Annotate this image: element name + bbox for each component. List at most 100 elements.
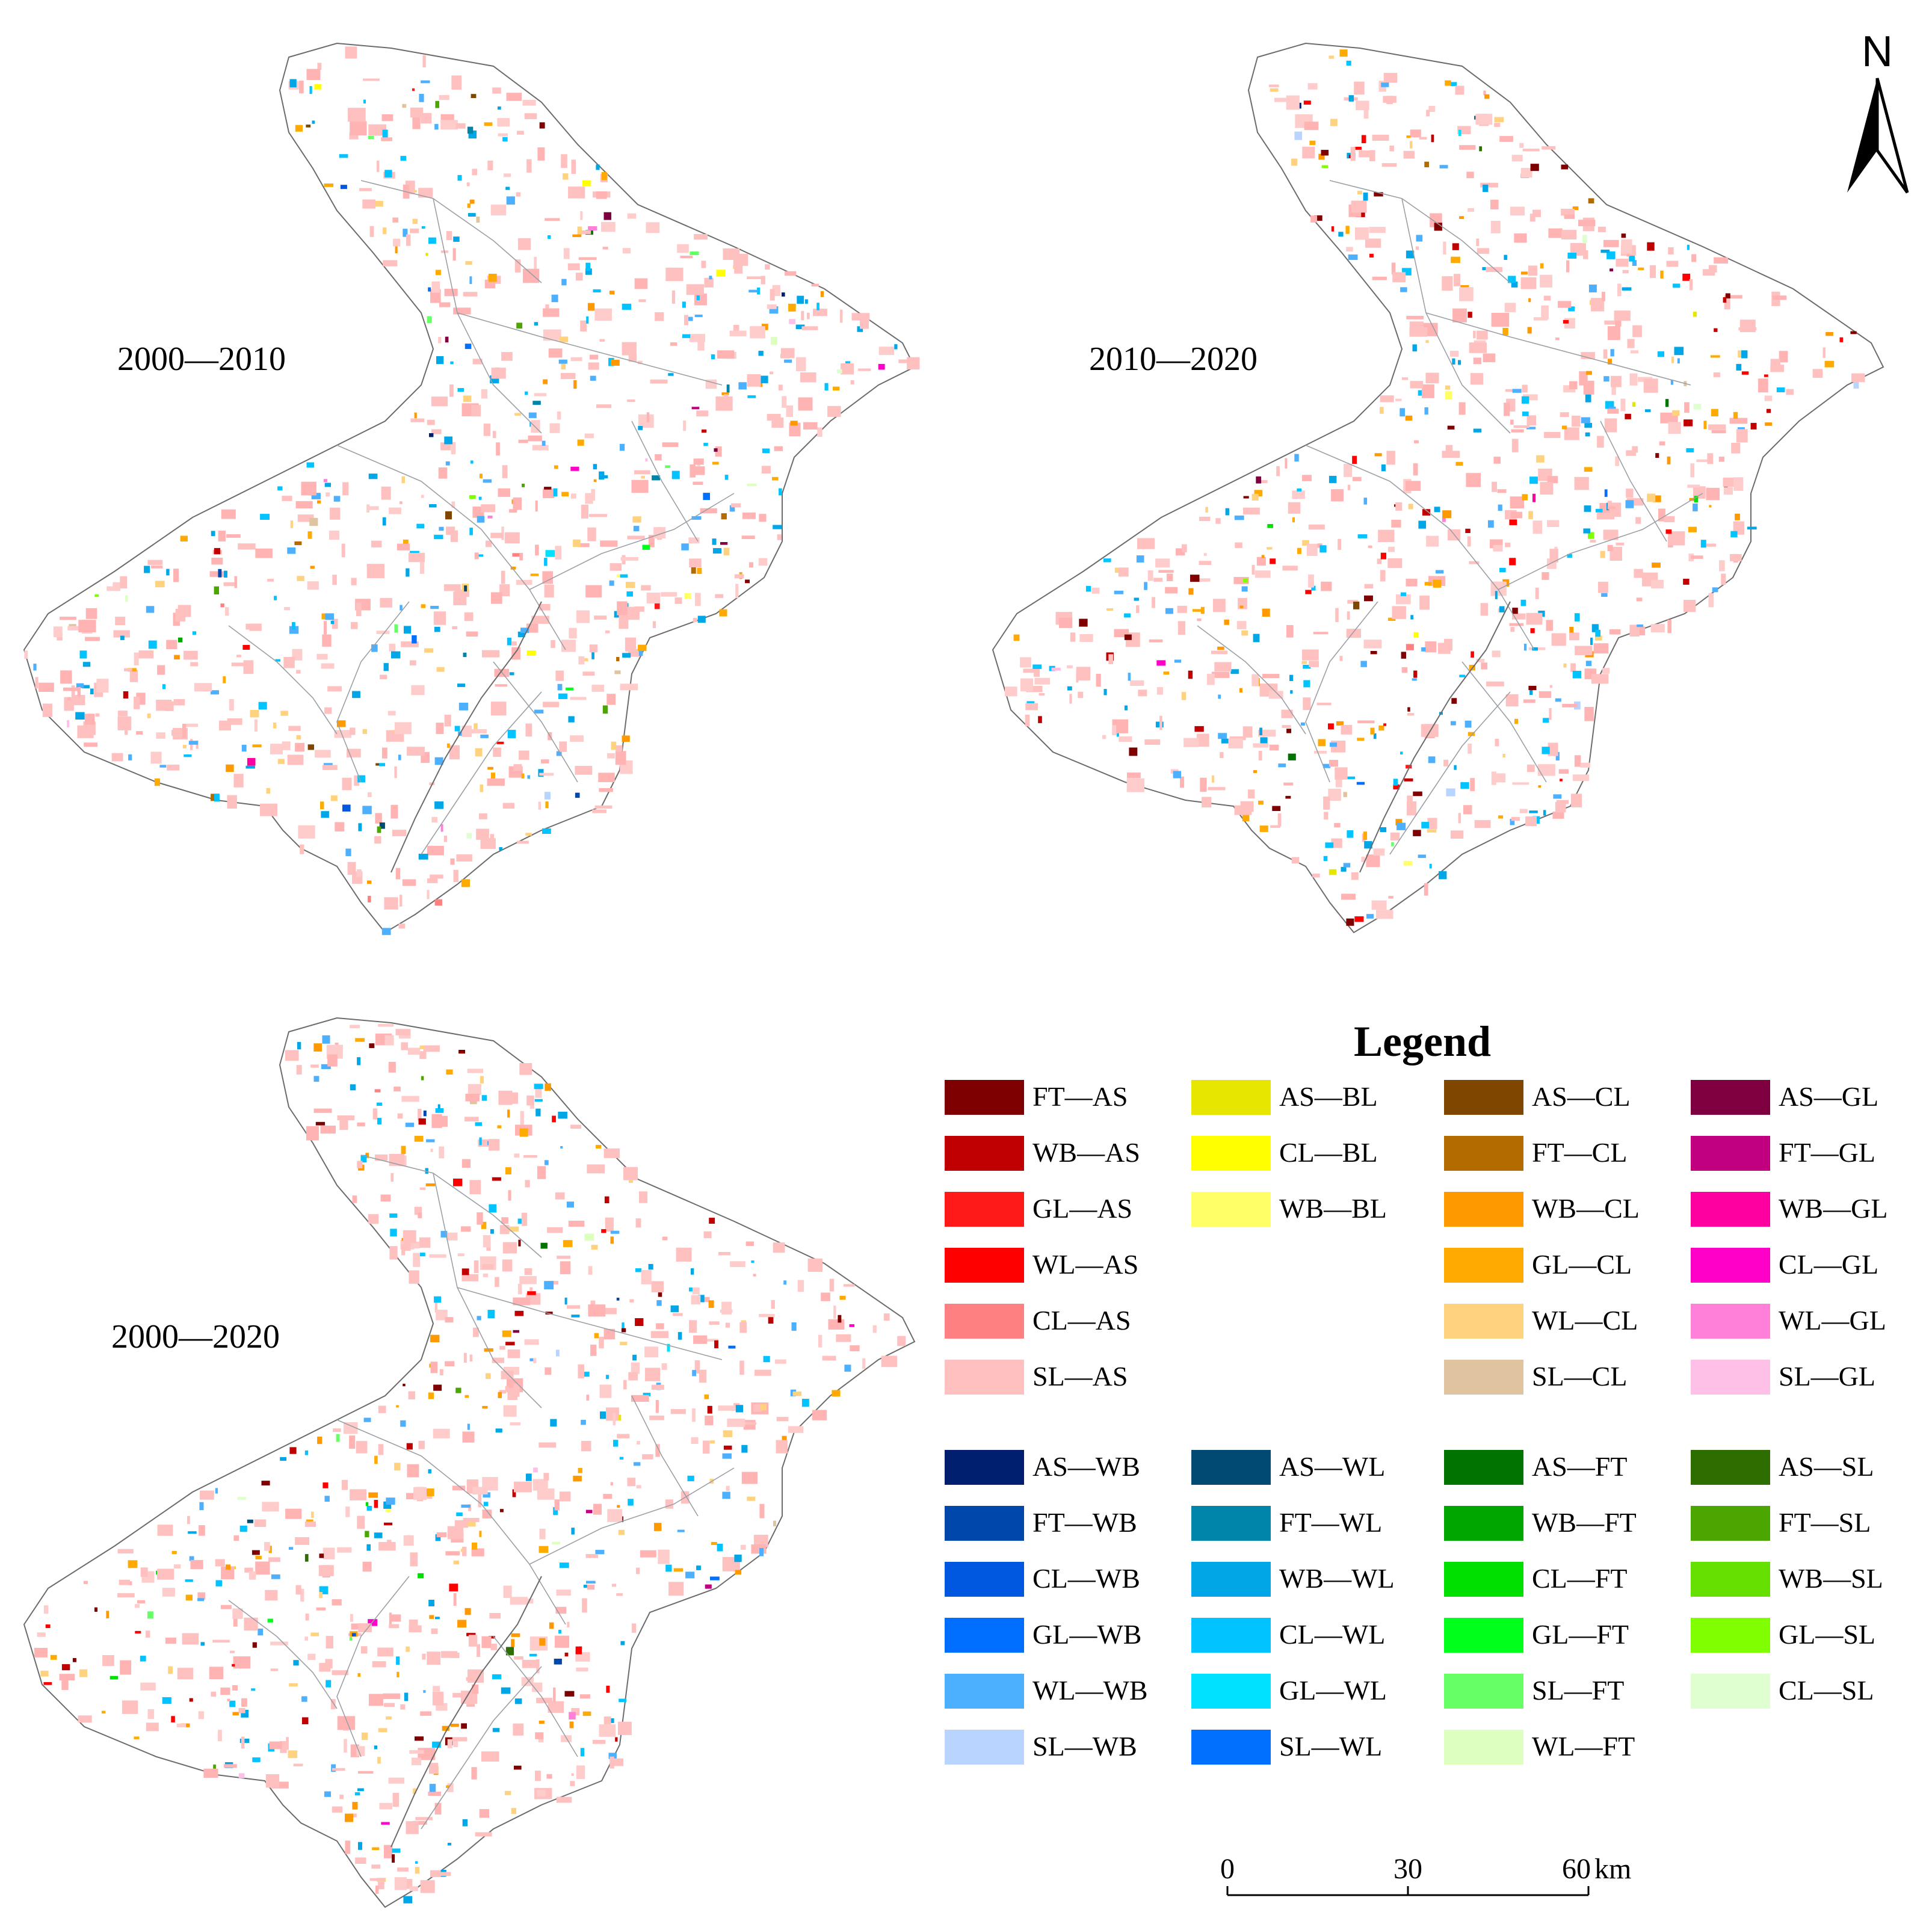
legend-item: WL—AS	[945, 1245, 1185, 1287]
legend-item: AS—BL	[1191, 1077, 1432, 1119]
legend-item: CL—SL	[1691, 1671, 1931, 1713]
legend-swatch	[945, 1674, 1024, 1709]
land-transition-patches	[24, 46, 920, 936]
legend-label: WB—FT	[1532, 1507, 1637, 1538]
north-label: N	[1862, 28, 1893, 76]
scale-tick-60: 60	[1562, 1853, 1591, 1885]
legend-item: CL—WB	[945, 1559, 1185, 1601]
legend-swatch	[1444, 1080, 1523, 1115]
legend-title: Legend	[1354, 1017, 1492, 1065]
legend-label: SL—FT	[1532, 1675, 1625, 1706]
map-panel-2010-2020: 2010—2020	[992, 43, 1884, 933]
legend-label: CL—BL	[1279, 1137, 1378, 1168]
legend-swatch	[1691, 1360, 1770, 1395]
legend-label: WB—AS	[1032, 1137, 1140, 1168]
legend-label: AS—BL	[1279, 1081, 1378, 1112]
legend-swatch	[1444, 1674, 1523, 1709]
legend-item: GL—FT	[1444, 1615, 1685, 1657]
legend-swatch	[1444, 1730, 1523, 1765]
legend-item: WL—FT	[1444, 1727, 1685, 1769]
legend-item: AS—FT	[1444, 1447, 1685, 1489]
scale-tick-30: 30	[1393, 1853, 1422, 1885]
legend-label: AS—GL	[1779, 1081, 1879, 1112]
legend-label: FT—WB	[1032, 1507, 1137, 1538]
legend-label: WL—AS	[1032, 1249, 1139, 1280]
legend-item: CL—GL	[1691, 1245, 1931, 1287]
legend-item: GL—SL	[1691, 1615, 1931, 1657]
legend-label: FT—WL	[1279, 1507, 1383, 1538]
legend-item: CL—FT	[1444, 1559, 1685, 1601]
legend-swatch	[1191, 1080, 1271, 1115]
legend-item: WB—WL	[1191, 1559, 1432, 1601]
legend-label: AS—WB	[1032, 1451, 1140, 1482]
legend-label: FT—CL	[1532, 1137, 1628, 1168]
legend-swatch	[1444, 1304, 1523, 1339]
legend-swatch	[1444, 1450, 1523, 1485]
legend-label: CL—SL	[1779, 1675, 1874, 1706]
legend-swatch	[1444, 1562, 1523, 1597]
legend-swatch	[1691, 1248, 1770, 1283]
period-label: 2000—2020	[111, 1318, 280, 1355]
legend-item: WB—SL	[1691, 1559, 1931, 1601]
legend-label: WL—WB	[1032, 1675, 1148, 1706]
legend-label: SL—CL	[1532, 1361, 1628, 1392]
legend-label: AS—WL	[1279, 1451, 1386, 1482]
legend-swatch	[1691, 1080, 1770, 1115]
period-label: 2010—2020	[1089, 341, 1258, 378]
north-arrow-icon: N	[1847, 28, 1909, 194]
legend-swatch	[945, 1562, 1024, 1597]
legend-swatch	[945, 1192, 1024, 1227]
legend-item: GL—WB	[945, 1615, 1185, 1657]
legend-swatch	[1691, 1450, 1770, 1485]
legend-swatch	[1191, 1136, 1271, 1171]
legend-item: FT—CL	[1444, 1133, 1685, 1175]
legend-item: CL—AS	[945, 1301, 1185, 1343]
legend-swatch	[945, 1450, 1024, 1485]
legend-item: CL—BL	[1191, 1133, 1432, 1175]
legend-label: SL—WL	[1279, 1731, 1383, 1762]
legend-item: WL—WB	[945, 1671, 1185, 1713]
legend-item: SL—FT	[1444, 1671, 1685, 1713]
legend-label: WB—CL	[1532, 1193, 1640, 1224]
legend-swatch	[1444, 1248, 1523, 1283]
legend-label: WL—FT	[1532, 1731, 1635, 1762]
legend-swatch	[1691, 1192, 1770, 1227]
legend-swatch	[1191, 1674, 1271, 1709]
legend-swatch	[1191, 1562, 1271, 1597]
legend-swatch	[1191, 1450, 1271, 1485]
legend-item: SL—AS	[945, 1357, 1185, 1399]
legend-swatch	[1691, 1506, 1770, 1541]
legend-item: SL—GL	[1691, 1357, 1931, 1399]
legend-item: WL—CL	[1444, 1301, 1685, 1343]
legend-item: FT—WB	[945, 1503, 1185, 1545]
legend-item: FT—GL	[1691, 1133, 1931, 1175]
land-transition-patches	[1005, 49, 1865, 926]
legend-swatch	[945, 1506, 1024, 1541]
legend-label: FT—AS	[1032, 1081, 1128, 1112]
legend-swatch	[1444, 1192, 1523, 1227]
legend-item: WB—FT	[1444, 1503, 1685, 1545]
scale-tick-0: 0	[1220, 1853, 1235, 1885]
legend-item: WL—GL	[1691, 1301, 1931, 1343]
legend-label: GL—FT	[1532, 1619, 1629, 1650]
legend-swatch	[1691, 1562, 1770, 1597]
legend-swatch	[945, 1136, 1024, 1171]
legend-swatch	[1444, 1136, 1523, 1171]
legend-item: AS—WB	[945, 1447, 1185, 1489]
map-panel-2000-2020: 2000—2020	[23, 1017, 915, 1908]
period-label: 2000—2010	[117, 341, 286, 378]
legend-label: WL—GL	[1779, 1305, 1886, 1336]
legend-label: CL—WL	[1279, 1619, 1386, 1650]
legend-swatch	[1191, 1506, 1271, 1541]
legend-swatch	[945, 1248, 1024, 1283]
legend-label: AS—CL	[1532, 1081, 1631, 1112]
legend-label: CL—WB	[1032, 1563, 1140, 1594]
legend-swatch	[945, 1304, 1024, 1339]
land-transition-patches	[34, 1023, 906, 1904]
legend-label: SL—WB	[1032, 1731, 1137, 1762]
scale-unit: km	[1594, 1853, 1631, 1885]
legend-label: AS—FT	[1532, 1451, 1628, 1482]
legend-label: SL—GL	[1779, 1361, 1875, 1392]
legend-item: WB—AS	[945, 1133, 1185, 1175]
